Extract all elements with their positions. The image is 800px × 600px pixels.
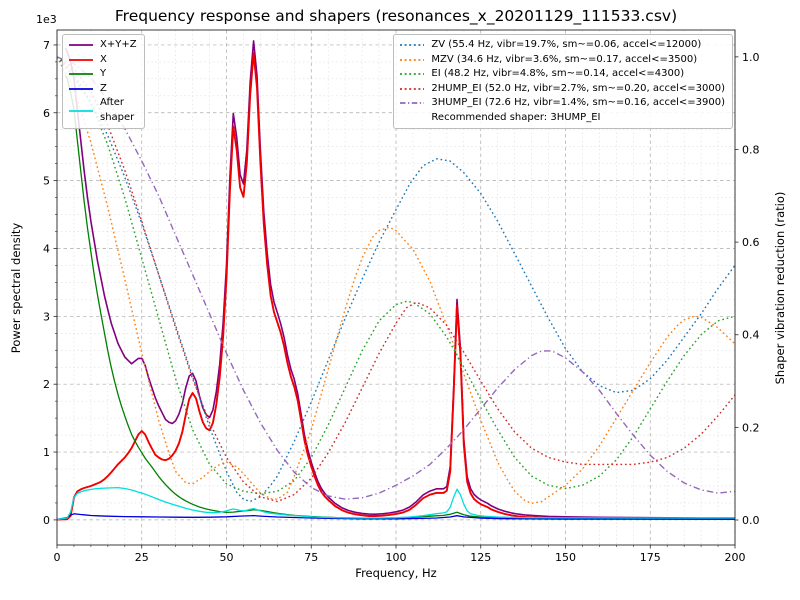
- y-left-tick-label: 3: [43, 310, 50, 323]
- legend-label: Recommended shaper: 3HUMP_EI: [431, 111, 601, 123]
- y-left-tick-label: 5: [43, 175, 50, 188]
- legend-entry-zv: ZV (55.4 Hz, vibr=19.7%, sm~=0.06, accel…: [399, 38, 725, 53]
- x-tick-label: 125: [470, 551, 491, 564]
- legend-label: 2HUMP_EI (52.0 Hz, vibr=2.7%, sm~=0.20, …: [431, 82, 725, 94]
- legend-label: X: [100, 53, 107, 65]
- series-line-zv: [57, 56, 735, 503]
- legend-entry-ei: EI (48.2 Hz, vibr=4.8%, sm~=0.14, accel<…: [399, 67, 725, 82]
- y-right-tick-label: 0.8: [742, 143, 760, 156]
- x-tick-label: 75: [304, 551, 318, 564]
- y-left-tick-label: 1: [43, 446, 50, 459]
- legend-entry-x-y-z: X+Y+Z: [68, 38, 137, 53]
- legend-entry-3hump_ei: 3HUMP_EI (72.6 Hz, vibr=1.4%, sm~=0.16, …: [399, 96, 725, 111]
- y-axis-offset-text: 1e3: [36, 13, 57, 26]
- x-tick-label: 200: [725, 551, 746, 564]
- legend-line-sample: [69, 44, 93, 47]
- legend-line-sample: [69, 58, 93, 61]
- x-axis-label: Frequency, Hz: [355, 566, 437, 580]
- legend-line-sample: [69, 109, 93, 112]
- legend-entry-z: Z: [68, 82, 137, 97]
- legend-label: EI (48.2 Hz, vibr=4.8%, sm~=0.14, accel<…: [431, 68, 685, 79]
- series-line-y: [64, 75, 735, 520]
- legend-entry-after-shaper: After shaper: [68, 96, 137, 125]
- legend-line-sample: [400, 58, 425, 61]
- legend-entry-recommendation: Recommended shaper: 3HUMP_EI: [399, 111, 725, 126]
- legend-label: ZV (55.4 Hz, vibr=19.7%, sm~=0.06, accel…: [431, 39, 702, 50]
- y-left-tick-label: 0: [43, 514, 50, 527]
- x-tick-label: 25: [135, 551, 149, 564]
- chart-title: Frequency response and shapers (resonanc…: [114, 7, 678, 25]
- y-right-tick-label: 0.4: [742, 329, 760, 342]
- x-tick-label: 150: [555, 551, 576, 564]
- x-tick-label: 0: [54, 551, 61, 564]
- legend-line-sample: [400, 73, 425, 76]
- legend-line-sample: [69, 87, 93, 90]
- y-right-tick-label: 0.2: [742, 421, 760, 434]
- y-right-tick-label: 0.0: [742, 514, 760, 527]
- legend-label: 3HUMP_EI (72.6 Hz, vibr=1.4%, sm~=0.16, …: [431, 97, 725, 108]
- series-line-ei: [57, 56, 735, 495]
- y-left-tick-label: 2: [43, 378, 50, 391]
- y-right-tick-label: 1.0: [742, 51, 760, 64]
- series-layer: [57, 40, 735, 521]
- legend-label: MZV (34.6 Hz, vibr=3.6%, sm~=0.17, accel…: [431, 53, 698, 65]
- legend-line-sample: [400, 87, 425, 90]
- series-line-x-y-z: [64, 40, 735, 519]
- y-axis-label-left: Power spectral density: [9, 222, 23, 354]
- y-left-tick-label: 7: [43, 39, 50, 52]
- legend-line-sample: [400, 44, 425, 47]
- legend-entry-x: X: [68, 53, 137, 68]
- legend-entry-mzv: MZV (34.6 Hz, vibr=3.6%, sm~=0.17, accel…: [399, 53, 725, 68]
- legend-label: Z: [100, 82, 107, 94]
- y-left-tick-label: 4: [43, 242, 50, 255]
- x-tick-label: 175: [640, 551, 661, 564]
- legend-shapers: ZV (55.4 Hz, vibr=19.7%, sm~=0.06, accel…: [393, 34, 733, 129]
- y-axis-label-right: Shaper vibration reduction (ratio): [773, 191, 787, 385]
- legend-label: Y: [100, 68, 107, 79]
- tick-labels: 0 25 50 75 100 125 150 175 200 0 1 2 3 4 5 6 7 0.0 0.2 0.4 0…: [43, 39, 760, 564]
- legend-entry-2hump_ei: 2HUMP_EI (52.0 Hz, vibr=2.7%, sm~=0.20, …: [399, 82, 725, 97]
- legend-entry-y: Y: [68, 67, 137, 82]
- series-line-mzv: [57, 56, 735, 504]
- legend-label: X+Y+Z: [100, 39, 137, 50]
- series-line-3hump_ei: [57, 56, 735, 500]
- legend-psd: X+Y+Z X Y Z After shaper: [62, 34, 145, 129]
- series-line-after-shaper: [57, 486, 735, 521]
- y-right-tick-label: 0.6: [742, 236, 760, 249]
- x-tick-label: 50: [220, 551, 234, 564]
- legend-label: After shaper: [100, 97, 135, 123]
- y-left-tick-label: 6: [43, 107, 50, 120]
- legend-line-sample: [69, 73, 93, 76]
- series-line-x: [57, 52, 735, 521]
- axis-ticks: [53, 44, 739, 549]
- x-tick-label: 100: [386, 551, 407, 564]
- series-line-z: [57, 513, 735, 521]
- legend-line-sample: [400, 102, 425, 105]
